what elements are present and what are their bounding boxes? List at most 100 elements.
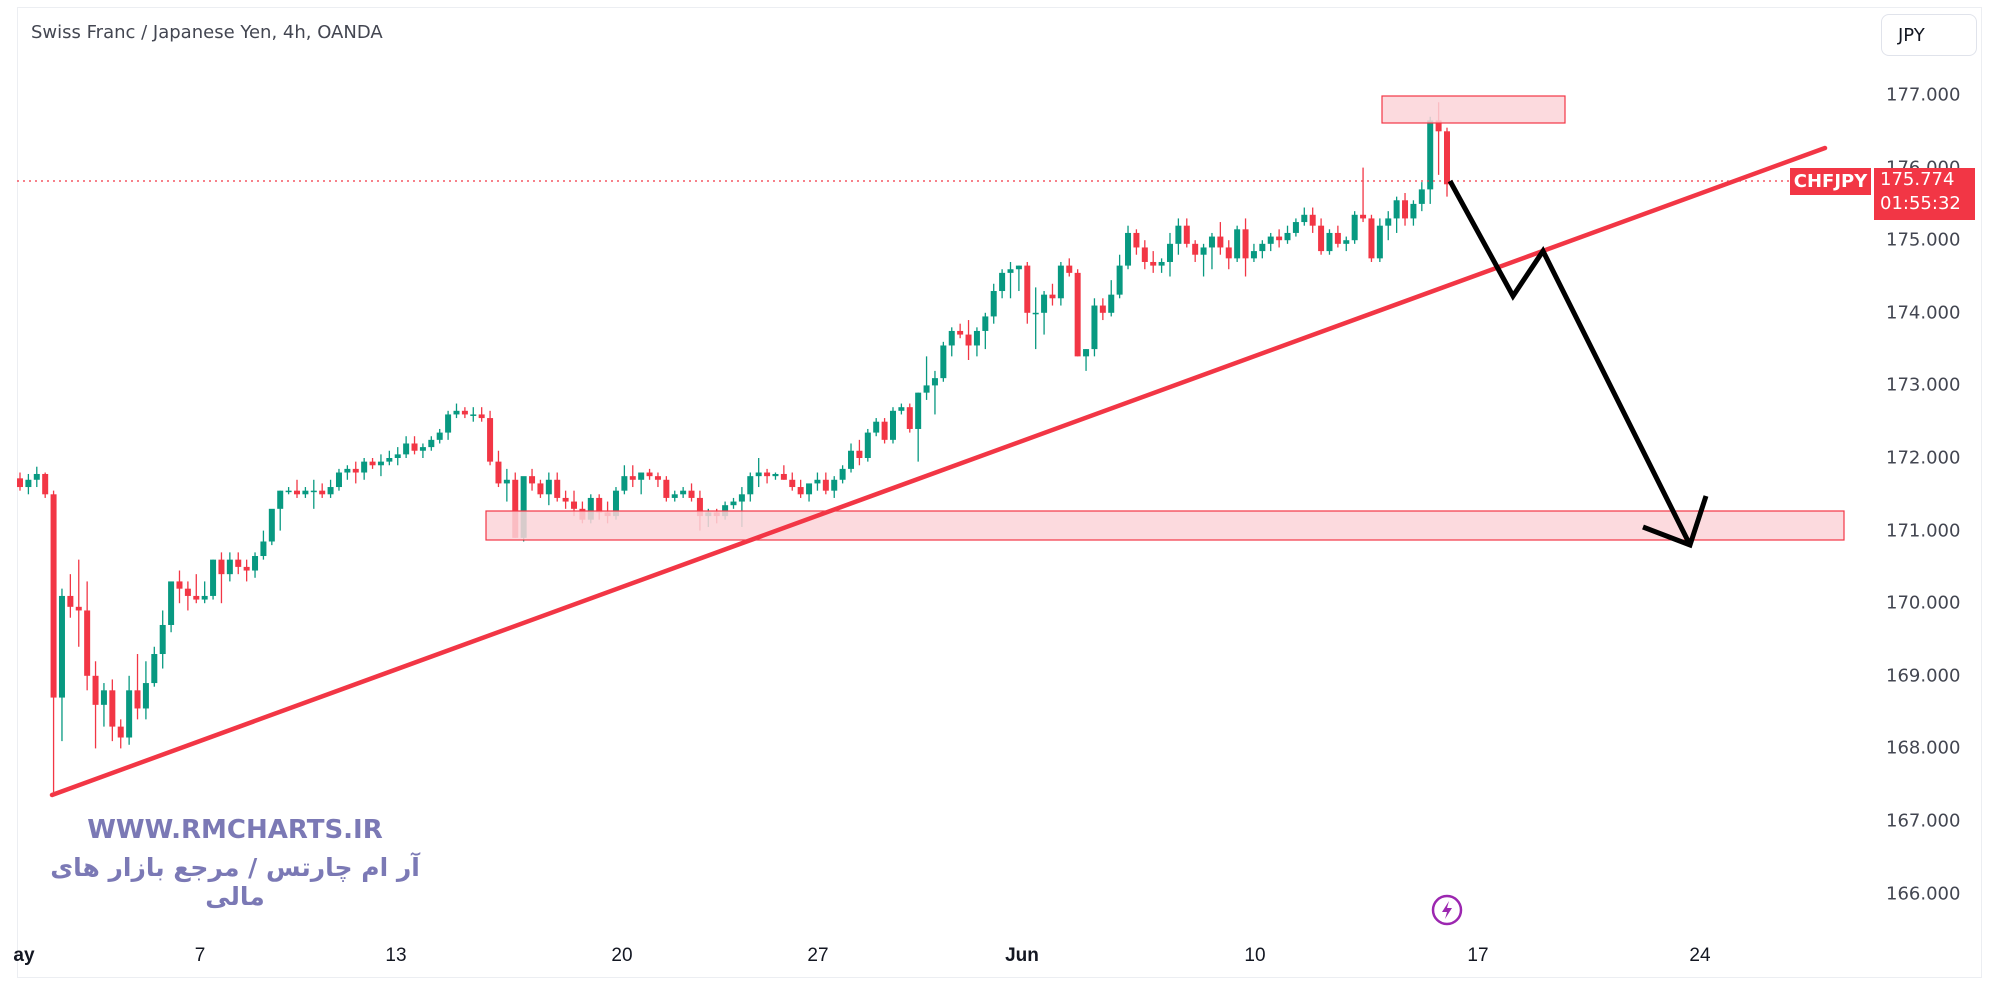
- candle: [688, 490, 695, 498]
- candle: [764, 472, 771, 477]
- candle: [1150, 261, 1157, 266]
- candle: [1166, 243, 1173, 262]
- currency-selector[interactable]: JPY: [1881, 14, 1977, 56]
- candle: [621, 476, 628, 491]
- candle: [1057, 265, 1064, 299]
- candle: [747, 476, 754, 495]
- candle: [1360, 214, 1367, 219]
- chart-title: Swiss Franc / Japanese Yen, 4h, OANDA: [31, 22, 383, 43]
- candle: [1024, 265, 1031, 313]
- candle: [419, 447, 426, 451]
- candle: [1267, 236, 1274, 244]
- candle: [772, 473, 779, 477]
- candle: [235, 559, 242, 567]
- candle: [562, 497, 569, 502]
- candle: [487, 418, 494, 462]
- lightning-event-icon[interactable]: [1430, 893, 1464, 927]
- candle: [445, 414, 452, 433]
- projection-arrow[interactable]: [1447, 179, 1693, 547]
- candle: [25, 479, 32, 488]
- candle: [1334, 232, 1341, 244]
- price-tick: 172.000: [1886, 447, 1961, 469]
- candle: [134, 690, 141, 709]
- candles-layer: [17, 102, 1450, 792]
- candle: [1309, 214, 1316, 226]
- support-zone[interactable]: [485, 510, 1845, 541]
- candle: [696, 497, 703, 517]
- candle: [973, 330, 980, 346]
- candle: [100, 690, 107, 705]
- candle: [50, 494, 57, 698]
- candle: [1393, 200, 1400, 219]
- candle: [1049, 294, 1056, 299]
- candle: [587, 497, 594, 520]
- price-tick: 174.000: [1886, 302, 1961, 324]
- candle: [898, 407, 905, 411]
- candle: [117, 726, 124, 738]
- candle: [75, 606, 82, 611]
- candle: [529, 476, 536, 484]
- price-tick: 173.000: [1886, 374, 1961, 396]
- candle: [1435, 120, 1442, 132]
- price-tick: 169.000: [1886, 665, 1961, 687]
- candle: [931, 378, 938, 386]
- candle: [151, 654, 158, 684]
- candle: [436, 432, 443, 440]
- candle: [1108, 294, 1115, 313]
- candle: [252, 556, 259, 571]
- candle: [1032, 312, 1039, 315]
- candle: [789, 479, 796, 488]
- watermark: WWW.RMCHARTS.IR آر ام چارتس / مرجع بازار…: [40, 815, 430, 911]
- candle: [411, 443, 418, 451]
- candle: [394, 454, 401, 458]
- candle: [948, 330, 955, 346]
- candle: [302, 490, 309, 495]
- time-tick: 10: [1244, 945, 1266, 966]
- trendline[interactable]: [49, 145, 1828, 798]
- candle: [940, 345, 947, 379]
- candle: [67, 595, 74, 607]
- candle: [1234, 229, 1241, 259]
- last-price-label: 175.774 01:55:32: [1874, 168, 1975, 220]
- candle: [226, 559, 233, 575]
- candle: [1259, 243, 1266, 252]
- candle: [965, 334, 972, 346]
- candle: [982, 316, 989, 331]
- candle: [1276, 236, 1283, 241]
- symbol-label: CHFJPY: [1790, 168, 1871, 195]
- candle: [957, 330, 964, 335]
- candle: [780, 473, 787, 480]
- time-tick: Jun: [1005, 945, 1039, 966]
- time-tick: ay: [13, 945, 35, 966]
- candle: [1099, 305, 1106, 313]
- candle: [1217, 236, 1224, 248]
- candle: [453, 410, 460, 415]
- candle: [856, 450, 863, 458]
- candle: [520, 476, 527, 538]
- candle: [470, 414, 477, 416]
- candle: [335, 472, 342, 488]
- candle: [1242, 229, 1249, 259]
- candle: [285, 490, 292, 493]
- candle: [403, 443, 410, 455]
- candle: [906, 407, 913, 429]
- candle: [596, 497, 603, 513]
- candle: [612, 490, 619, 517]
- candle: [831, 479, 838, 491]
- candle: [1007, 269, 1014, 273]
- candle: [243, 566, 250, 571]
- candle: [1427, 120, 1434, 190]
- bar-countdown: 01:55:32: [1880, 193, 1961, 214]
- price-tick: 170.000: [1886, 592, 1961, 614]
- candle: [822, 479, 829, 491]
- chart-frame: [17, 7, 1982, 978]
- resistance-zone[interactable]: [1381, 95, 1566, 124]
- candle: [1116, 265, 1123, 295]
- candle: [277, 490, 284, 509]
- time-tick: 24: [1689, 945, 1711, 966]
- candle: [545, 479, 552, 495]
- candle: [730, 501, 737, 506]
- candle: [1192, 243, 1199, 255]
- candle: [260, 541, 267, 557]
